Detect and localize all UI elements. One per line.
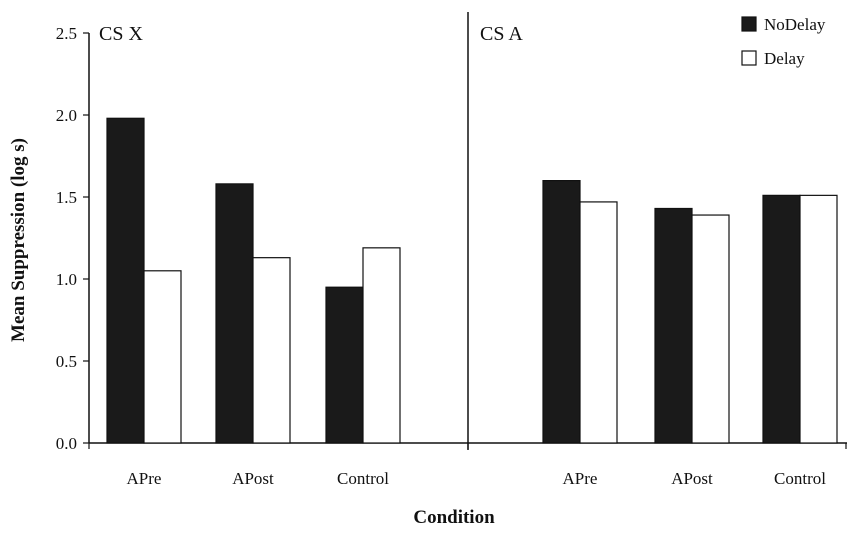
bar-delay (252, 257, 291, 444)
panel-label: CS X (99, 23, 143, 45)
x-tick-label: Control (337, 469, 389, 488)
bar-delay (799, 194, 838, 444)
x-axis-title: Condition (413, 507, 495, 528)
x-tick-label: APre (127, 469, 162, 488)
y-axis-title: Mean Suppression (log s) (8, 138, 29, 342)
x-tick-label: Control (774, 469, 826, 488)
bar-delay (362, 247, 401, 444)
bars (106, 117, 838, 444)
y-tick-label: 1.5 (56, 188, 77, 207)
y-tick-label: 1.0 (56, 270, 77, 289)
legend-label: Delay (764, 49, 805, 68)
x-tick-label: APre (563, 469, 598, 488)
panel-label: CS A (480, 23, 523, 45)
labels: 0.0 0.5 1.0 1.5 2.0 2.5 CS X APre APost Control CS… (56, 23, 826, 488)
legend-swatch-nodelay (741, 16, 757, 32)
x-tick-label: APost (232, 469, 274, 488)
x-tick-label: APost (671, 469, 713, 488)
bar-delay (579, 201, 618, 444)
y-tick-label: 0.5 (56, 352, 77, 371)
y-tick-label: 0.0 (56, 434, 77, 453)
bar-delay (143, 270, 182, 444)
bar-delay (691, 214, 730, 444)
y-tick-label: 2.0 (56, 106, 77, 125)
bar-nodelay (654, 207, 693, 444)
bar-nodelay (542, 180, 581, 444)
legend-swatch-delay (741, 50, 757, 66)
legend-label: NoDelay (764, 15, 826, 34)
bar-nodelay (762, 194, 801, 444)
y-tick-label: 2.5 (56, 24, 77, 43)
axes (83, 12, 847, 450)
legend: NoDelay Delay (741, 15, 826, 68)
bar-nodelay (215, 183, 254, 444)
bar-nodelay (325, 286, 364, 444)
bar-nodelay (106, 117, 145, 444)
